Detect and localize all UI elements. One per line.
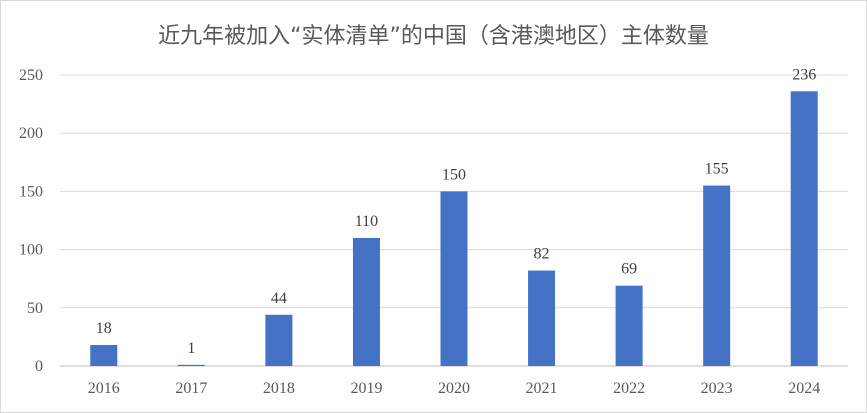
data-label: 82	[534, 246, 550, 263]
bar	[703, 185, 731, 366]
y-tick-label: 150	[19, 183, 43, 200]
chart-title: 近九年被加入“实体清单”的中国（含港澳地区）主体数量	[158, 24, 709, 49]
y-tick-label: 100	[19, 242, 43, 259]
data-label: 69	[621, 261, 637, 278]
y-tick-label: 50	[27, 300, 43, 317]
bar	[352, 237, 380, 366]
x-tick-label: 2023	[701, 380, 733, 397]
x-tick-label: 2018	[263, 380, 295, 397]
x-tick-label: 2016	[88, 380, 120, 397]
bar	[790, 91, 818, 367]
data-label: 110	[355, 213, 378, 230]
x-tick-label: 2024	[788, 380, 820, 397]
bar	[440, 191, 468, 366]
x-tick-label: 2021	[526, 380, 558, 397]
x-tick-label: 2019	[350, 380, 382, 397]
x-tick-label: 2020	[438, 380, 470, 397]
data-label: 155	[705, 161, 729, 178]
y-tick-label: 250	[19, 67, 43, 84]
data-label: 236	[792, 66, 816, 83]
data-label: 44	[271, 290, 287, 307]
bar	[90, 345, 118, 366]
data-label: 18	[96, 320, 112, 337]
bar	[265, 314, 293, 366]
bar	[528, 270, 556, 366]
data-label: 150	[442, 166, 466, 183]
x-tick-label: 2022	[613, 380, 645, 397]
bar	[177, 364, 205, 366]
bar	[615, 285, 643, 366]
y-tick-label: 200	[19, 125, 43, 142]
x-tick-label: 2017	[175, 380, 207, 397]
y-tick-label: 0	[35, 358, 43, 375]
data-label: 1	[187, 340, 195, 357]
